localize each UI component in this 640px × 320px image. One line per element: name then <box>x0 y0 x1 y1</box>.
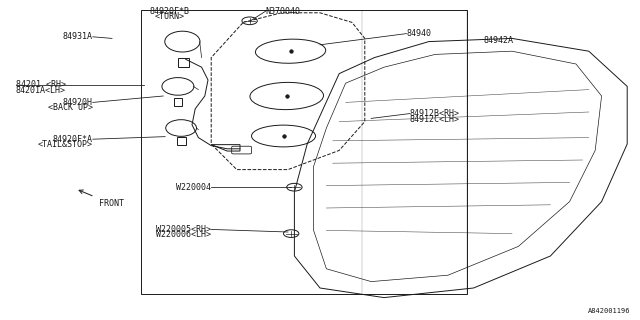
Text: W220004: W220004 <box>176 183 211 192</box>
Text: <TURN>: <TURN> <box>155 12 184 20</box>
Bar <box>141 10 467 294</box>
Text: 84201 <RH>: 84201 <RH> <box>16 80 66 89</box>
Text: 84920F*A: 84920F*A <box>52 135 93 144</box>
Text: 84940: 84940 <box>406 29 431 38</box>
Text: N370040: N370040 <box>266 7 301 16</box>
Text: 84942A: 84942A <box>483 36 513 44</box>
Text: W220005<RH>: W220005<RH> <box>156 225 211 234</box>
Text: A842001196: A842001196 <box>588 308 630 314</box>
Text: FRONT: FRONT <box>99 199 124 208</box>
Text: <TAIL&STOP>: <TAIL&STOP> <box>38 140 93 149</box>
Text: 84931A: 84931A <box>63 32 93 41</box>
Text: 84920H: 84920H <box>63 98 93 107</box>
Text: 84912C<LH>: 84912C<LH> <box>410 115 460 124</box>
Text: 84920F*B: 84920F*B <box>150 7 189 16</box>
Text: <BACK UP>: <BACK UP> <box>48 103 93 112</box>
Text: 84912B<RH>: 84912B<RH> <box>410 109 460 118</box>
Text: W220006<LH>: W220006<LH> <box>156 230 211 239</box>
Text: 84201A<LH>: 84201A<LH> <box>16 86 66 95</box>
